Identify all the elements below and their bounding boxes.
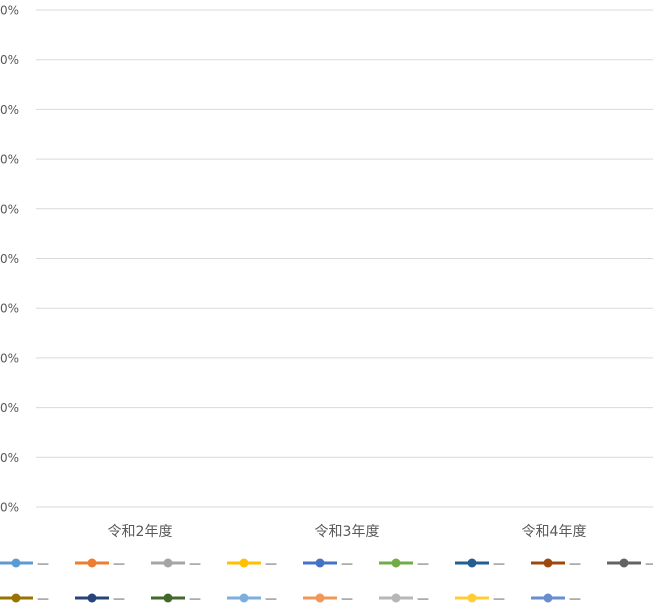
legend-marker <box>240 594 249 603</box>
legend-entry: — <box>379 592 429 606</box>
legend-entry: — <box>303 592 353 606</box>
legend-label: — <box>417 592 429 606</box>
y-tick-label: 0% <box>0 153 19 167</box>
legend-entry: — <box>607 557 653 571</box>
legend-entry: — <box>531 592 581 606</box>
legend-marker <box>12 594 21 603</box>
y-tick-label: 0% <box>0 401 19 415</box>
legend-entry: — <box>227 557 277 571</box>
grid-lines <box>36 10 653 507</box>
legend-entry: — <box>379 557 429 571</box>
legend-entry: — <box>455 557 505 571</box>
legend-marker <box>316 594 325 603</box>
legend-marker <box>468 559 477 568</box>
legend-label: — <box>645 557 653 571</box>
legend-marker <box>468 594 477 603</box>
y-tick-label: 0% <box>0 302 19 316</box>
legend-label: — <box>265 592 277 606</box>
legend-marker <box>240 559 249 568</box>
x-tick-label: 令和4年度 <box>522 524 587 540</box>
x-tick-label: 令和2年度 <box>108 524 173 540</box>
legend-entry: — <box>75 592 125 606</box>
legend-marker <box>88 594 97 603</box>
y-tick-label: 0% <box>0 451 19 465</box>
legend-marker <box>88 559 97 568</box>
legend-entry: — <box>75 557 125 571</box>
legend-marker <box>544 594 553 603</box>
legend-label: — <box>341 592 353 606</box>
y-tick-label: 0% <box>0 501 19 515</box>
legend-entry: — <box>455 592 505 606</box>
legend-label: — <box>37 557 49 571</box>
legend-label: — <box>189 592 201 606</box>
legend-marker <box>12 559 21 568</box>
y-tick-label: 0% <box>0 53 19 67</box>
legend-marker <box>164 594 173 603</box>
y-tick-label: 0% <box>0 202 19 216</box>
legend-label: — <box>417 557 429 571</box>
legend-marker <box>620 559 629 568</box>
y-axis-tick-labels: 0% 0% 0% 0% 0% 0% 0% 0% 0% 0% 0% <box>0 4 19 515</box>
legend-entry: — <box>227 592 277 606</box>
y-tick-label: 0% <box>0 252 19 266</box>
y-tick-label: 0% <box>0 351 19 365</box>
legend-label: — <box>569 592 581 606</box>
legend-entry: — <box>531 557 581 571</box>
legend-entry: — <box>0 592 49 606</box>
legend-entry: — <box>151 557 201 571</box>
legend-label: — <box>341 557 353 571</box>
y-tick-label: 0% <box>0 103 19 117</box>
legend-marker <box>164 559 173 568</box>
legend-label: — <box>569 557 581 571</box>
legend-entry: — <box>151 592 201 606</box>
legend-marker <box>316 559 325 568</box>
legend-marker <box>544 559 553 568</box>
legend-entry: — <box>303 557 353 571</box>
legend-label: — <box>493 557 505 571</box>
legend-marker <box>392 594 401 603</box>
y-tick-label: 0% <box>0 4 19 18</box>
legend-label: — <box>493 592 505 606</box>
legend-label: — <box>37 592 49 606</box>
legend-label: — <box>265 557 277 571</box>
legend-marker <box>392 559 401 568</box>
legend: — — — — — — — — — — — — — — — — — <box>0 557 653 606</box>
legend-label: — <box>113 557 125 571</box>
x-tick-label: 令和3年度 <box>315 524 380 540</box>
legend-label: — <box>189 557 201 571</box>
legend-entry: — <box>0 557 49 571</box>
legend-label: — <box>113 592 125 606</box>
x-axis-tick-labels: 令和2年度 令和3年度 令和4年度 <box>108 524 587 540</box>
